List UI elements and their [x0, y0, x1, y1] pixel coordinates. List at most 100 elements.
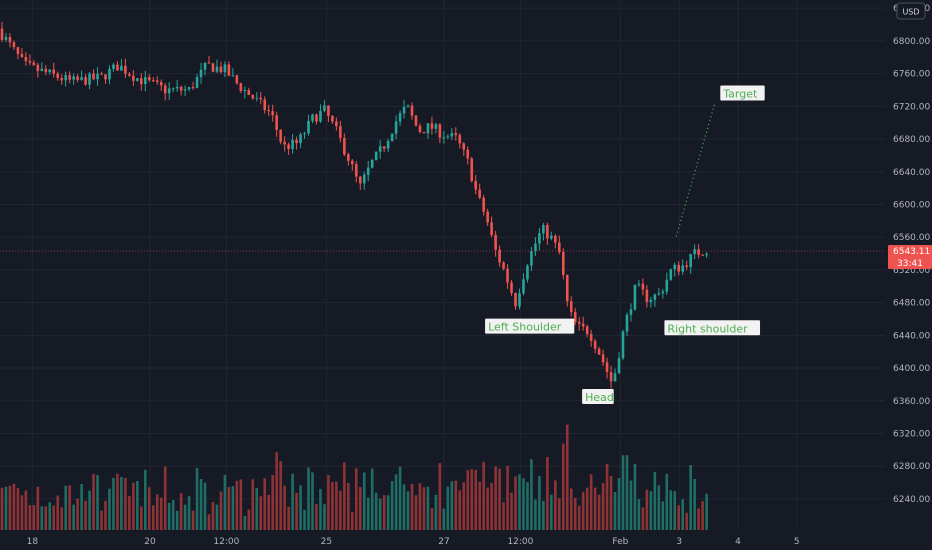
candle-body [315, 114, 318, 122]
time-tick-label: 27 [438, 537, 449, 547]
candle-body [223, 64, 227, 73]
volume-bar [295, 492, 298, 530]
annotation-right-shoulder: Right shoulder [664, 320, 761, 336]
candle-body [80, 77, 83, 80]
candle-body [255, 97, 259, 99]
volume-bar [128, 495, 131, 530]
candle-body [506, 268, 509, 283]
candle-body [291, 139, 294, 150]
candle-body [279, 129, 282, 142]
candle-body [347, 154, 350, 161]
volume-bar [522, 478, 525, 530]
annotation-target: Target [720, 85, 765, 101]
annotation-head: Head [582, 388, 614, 404]
candle-body [20, 54, 24, 58]
volume-bar [231, 486, 235, 530]
candle-body [605, 362, 609, 372]
volume-bar [454, 480, 458, 530]
candle-body [514, 292, 517, 307]
volume-bar [605, 464, 609, 530]
candle-body [76, 76, 79, 80]
volume-bar [64, 485, 67, 530]
volume-bar [494, 466, 497, 530]
volume-bar [287, 506, 290, 530]
candle-body [565, 274, 569, 302]
annotation-box [582, 388, 614, 404]
candle-body [163, 85, 167, 94]
volume-bar [629, 480, 633, 530]
volume-bar [331, 482, 334, 530]
candle-body [275, 115, 278, 130]
candle-body [155, 80, 159, 83]
candle-body [601, 354, 605, 363]
volume-bar [358, 487, 362, 530]
volume-bar [649, 491, 653, 530]
candle-body [203, 62, 207, 70]
volume-bar [450, 481, 454, 530]
candle-body [462, 143, 466, 150]
volume-bar [685, 512, 688, 530]
annotation-box [485, 318, 575, 334]
candle-body [235, 75, 239, 84]
candle-body [454, 133, 458, 136]
candle-body [569, 301, 573, 313]
volume-bar [410, 483, 414, 530]
candle-body [573, 312, 577, 322]
candle-body [621, 331, 625, 359]
price-tick-label: 6400.00 [893, 364, 930, 374]
candle-body [52, 69, 56, 74]
candle-body [48, 69, 52, 73]
volume-bar [159, 497, 163, 530]
candle-body [287, 144, 290, 150]
volume-bar [120, 476, 123, 530]
volume-bar [526, 482, 529, 530]
volume-bar [558, 498, 561, 530]
candle-body [430, 123, 434, 129]
candle-body [243, 90, 247, 92]
candle-body [581, 323, 585, 327]
candle-body [112, 64, 115, 69]
volume-bar [569, 488, 573, 530]
volume-bar [577, 505, 581, 530]
candle-body [108, 68, 111, 80]
price-tick-label: 6760.00 [893, 70, 930, 80]
volume-bar [171, 500, 175, 530]
volume-bar [247, 509, 251, 530]
currency-label: USD [902, 8, 919, 17]
candle-body [32, 62, 36, 65]
volume-bar [617, 477, 621, 530]
time-axis[interactable]: 18 20 12:00 25 27 12:00 Feb 3 4 5 [27, 537, 800, 547]
volume-bar [343, 462, 346, 530]
candle-body [390, 133, 394, 141]
volume-bar [621, 455, 625, 530]
volume-bar [20, 495, 24, 530]
candle-body [378, 146, 382, 152]
price-tick-label: 6320.00 [893, 429, 930, 439]
price-axis[interactable]: 6240.00 6280.00 6320.00 6360.00 6400.00 6440.… [893, 4, 930, 505]
candle-body [669, 269, 673, 280]
candle-body [351, 160, 354, 165]
candle-body [577, 321, 581, 324]
volume-bar [486, 487, 489, 530]
time-tick-label: 12:00 [213, 537, 239, 547]
annotation-left-shoulder: Left Shoulder [485, 318, 575, 334]
volume-bar [701, 501, 704, 530]
candle-body [44, 68, 48, 73]
volume-bar [538, 476, 541, 530]
currency-badge[interactable]: USD [896, 2, 926, 20]
volume-bar [534, 499, 537, 530]
price-tick-label: 6560.00 [893, 233, 930, 243]
candle-body [147, 77, 151, 81]
candle-body [685, 265, 688, 268]
candle-body [183, 89, 187, 91]
candle-body [661, 291, 665, 294]
time-tick-label: 18 [27, 537, 39, 547]
volume-bar [498, 468, 501, 530]
candle-body [410, 105, 414, 116]
volume-bar [681, 499, 685, 530]
price-tick-label: 6520.00 [893, 266, 930, 276]
volume-bar [108, 488, 111, 530]
candle-body [335, 121, 338, 127]
candle-body [267, 110, 270, 112]
volume-bar [179, 493, 183, 530]
